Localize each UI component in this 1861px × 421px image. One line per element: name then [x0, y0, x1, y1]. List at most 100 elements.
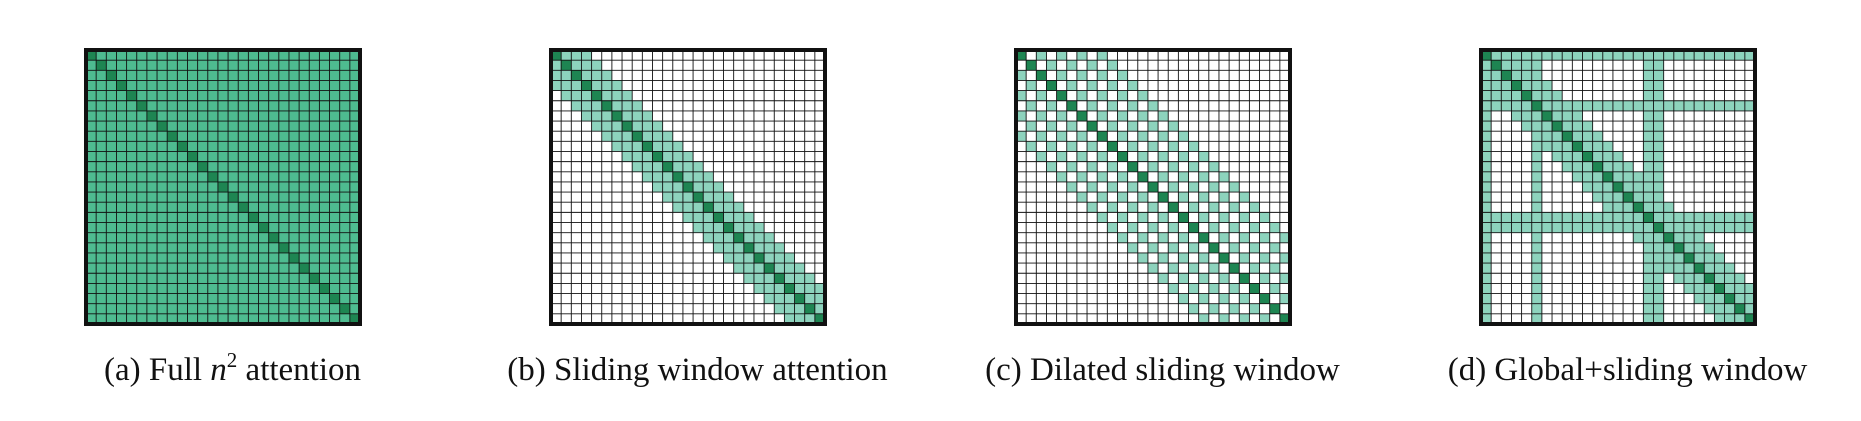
matrix-cell	[278, 202, 289, 213]
matrix-cell	[217, 131, 229, 142]
matrix-cell	[591, 202, 602, 213]
matrix-cell	[146, 121, 158, 132]
matrix-cell	[1239, 303, 1250, 314]
matrix-cell	[1663, 161, 1674, 172]
matrix-cell	[258, 313, 269, 324]
matrix-cell	[1623, 293, 1634, 304]
matrix-cell	[339, 283, 350, 294]
matrix-cell	[1653, 313, 1664, 324]
matrix-cell	[177, 202, 188, 213]
matrix-cell	[1582, 70, 1593, 81]
matrix-cell	[652, 252, 663, 264]
matrix-cell	[611, 131, 623, 142]
diagonal-cell	[642, 141, 653, 152]
matrix-cell	[1582, 293, 1593, 304]
matrix-cell	[228, 283, 239, 294]
matrix-cell	[228, 232, 239, 243]
matrix-cell	[96, 202, 107, 213]
matrix-cell	[1694, 303, 1705, 314]
matrix-cell	[157, 90, 168, 101]
matrix-cell	[1137, 141, 1148, 152]
matrix-cell	[339, 60, 350, 71]
matrix-cell	[713, 171, 724, 182]
matrix-cell	[1612, 70, 1624, 81]
matrix-cell	[1127, 151, 1138, 162]
matrix-cell	[1087, 242, 1098, 253]
matrix-cell	[571, 50, 582, 61]
matrix-cell	[1056, 171, 1067, 182]
matrix-cell	[713, 121, 724, 132]
matrix-cell	[1259, 131, 1270, 142]
matrix-cell	[622, 70, 633, 81]
matrix-cell	[207, 121, 218, 132]
matrix-cell	[1491, 212, 1502, 223]
diagonal-cell	[1137, 171, 1148, 182]
matrix-cell	[682, 293, 694, 304]
matrix-cell	[1117, 171, 1128, 182]
matrix-cell	[288, 202, 300, 213]
diagonal-cell	[1673, 242, 1684, 253]
matrix-cell	[299, 313, 310, 324]
matrix-cell	[177, 283, 188, 294]
matrix-cell	[299, 50, 310, 61]
matrix-cell	[319, 252, 330, 264]
matrix-cell	[1663, 110, 1674, 122]
matrix-cell	[784, 273, 795, 284]
matrix-cell	[1734, 273, 1745, 284]
matrix-cell	[561, 232, 572, 243]
matrix-cell	[86, 212, 97, 223]
matrix-cell	[1562, 283, 1573, 294]
matrix-cell	[1279, 110, 1290, 122]
matrix-cell	[329, 60, 340, 71]
matrix-cell	[1683, 80, 1695, 91]
matrix-border	[549, 48, 827, 326]
matrix-cell	[1239, 110, 1250, 122]
matrix-cell	[682, 232, 694, 243]
matrix-cell	[1107, 283, 1118, 294]
matrix-cell	[622, 242, 633, 253]
matrix-cell	[814, 202, 825, 213]
matrix-cell	[1087, 222, 1098, 233]
matrix-cell	[278, 70, 289, 81]
matrix-cell	[723, 161, 734, 172]
matrix-cell	[86, 192, 97, 203]
matrix-cell	[248, 141, 259, 152]
matrix-cell	[157, 181, 168, 193]
matrix-cell	[1229, 131, 1240, 142]
matrix-cell	[157, 161, 168, 172]
matrix-cell	[581, 303, 592, 314]
matrix-cell	[1117, 242, 1128, 253]
matrix-cell	[258, 110, 269, 122]
matrix-cell	[309, 242, 320, 253]
matrix-cell	[632, 212, 643, 223]
matrix-cell	[1663, 171, 1674, 182]
matrix-cell	[713, 303, 724, 314]
matrix-cell	[1683, 303, 1695, 314]
matrix-cell	[1643, 161, 1654, 172]
matrix-cell	[1208, 222, 1219, 233]
matrix-cell	[1158, 60, 1169, 71]
matrix-cell	[238, 161, 249, 172]
grid-lines	[86, 50, 360, 324]
matrix-cell	[1046, 313, 1057, 324]
matrix-cell	[167, 303, 178, 314]
matrix-cell	[551, 212, 562, 223]
diagonal-cell	[1653, 222, 1664, 233]
matrix-cell	[248, 283, 259, 294]
matrix-cell	[319, 303, 330, 314]
matrix-cell	[1229, 313, 1240, 324]
matrix-cell	[1249, 70, 1260, 81]
matrix-cell	[1178, 80, 1189, 91]
matrix-cell	[814, 80, 825, 91]
matrix-cell	[1036, 313, 1047, 324]
matrix-cell	[774, 80, 785, 91]
matrix-cell	[207, 181, 218, 193]
matrix-cell	[1643, 242, 1654, 253]
matrix-cell	[1218, 273, 1230, 284]
diagonal-cell	[1168, 202, 1179, 213]
matrix-cell	[1239, 263, 1250, 274]
matrix-cell	[106, 90, 117, 101]
matrix-cell	[1481, 252, 1492, 264]
matrix-cell	[1046, 263, 1057, 274]
matrix-cell	[1592, 50, 1603, 61]
